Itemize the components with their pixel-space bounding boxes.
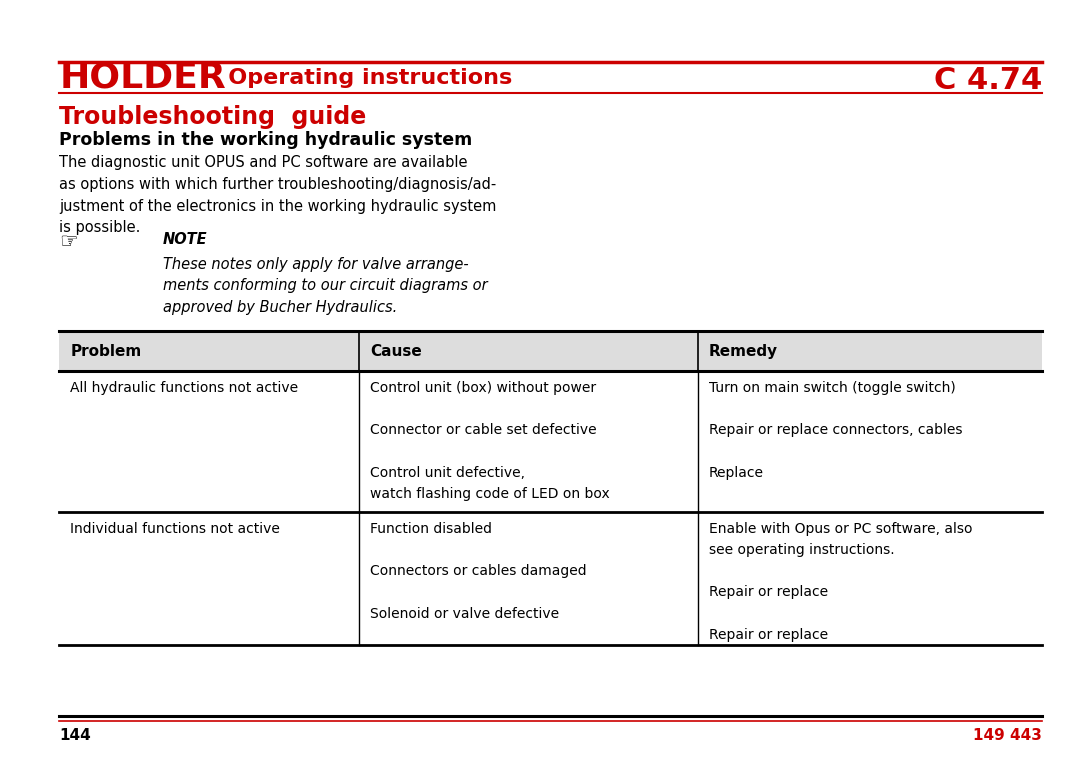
Text: The diagnostic unit OPUS and PC software are available
as options with which fur: The diagnostic unit OPUS and PC software… [59,155,497,235]
Text: These notes only apply for valve arrange-
ments conforming to our circuit diagra: These notes only apply for valve arrange… [163,257,488,315]
Text: Problems in the working hydraulic system: Problems in the working hydraulic system [59,131,473,149]
Text: All hydraulic functions not active: All hydraulic functions not active [70,381,298,395]
Text: 144: 144 [59,728,91,744]
Text: NOTE: NOTE [163,232,207,248]
Text: Control unit (box) without power

Connector or cable set defective

Control unit: Control unit (box) without power Connect… [370,381,610,501]
Text: Individual functions not active: Individual functions not active [70,522,280,536]
Text: Troubleshooting  guide: Troubleshooting guide [59,105,366,129]
Text: HOLDER: HOLDER [59,61,226,94]
Text: 149 443: 149 443 [973,728,1042,744]
Text: Operating instructions: Operating instructions [205,68,512,88]
Bar [59,371,1042,512]
Text: Problem: Problem [70,344,141,359]
Text: Turn on main switch (toggle switch)

Repair or replace connectors, cables

Repla: Turn on main switch (toggle switch) Repa… [708,381,962,479]
Text: Remedy: Remedy [708,344,779,359]
Text: ☞: ☞ [59,232,78,252]
Text: Cause: Cause [370,344,421,359]
Bar [59,512,1042,645]
Text: Enable with Opus or PC software, also
see operating instructions.

Repair or rep: Enable with Opus or PC software, also se… [708,522,972,642]
Bar [59,331,1042,371]
Text: C 4.74: C 4.74 [934,66,1042,95]
Text: Function disabled

Connectors or cables damaged

Solenoid or valve defective: Function disabled Connectors or cables d… [370,522,586,620]
